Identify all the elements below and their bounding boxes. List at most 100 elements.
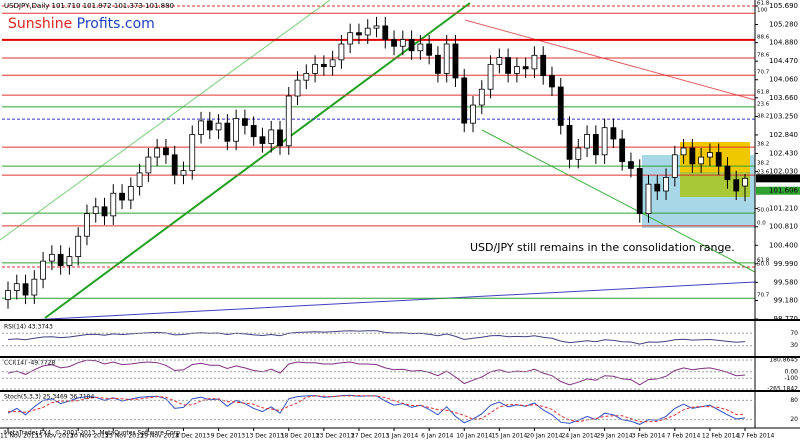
candle-body: [592, 134, 599, 156]
candle-body: [189, 134, 196, 172]
x-tick-label: 17 Feb 2014: [737, 433, 775, 440]
candle-body: [373, 25, 380, 29]
x-tick-label: 23 Dec 2013: [316, 433, 355, 440]
candle-body: [733, 179, 740, 192]
fib-level-label: 50.0: [757, 261, 770, 267]
candle-body: [417, 43, 424, 52]
fib-level-label: 70.7: [757, 293, 770, 299]
candle-body: [689, 147, 696, 165]
last-price-box: [756, 174, 800, 183]
candle-body: [549, 75, 555, 88]
y-tick-label: 98.770: [774, 315, 799, 323]
pane-title: CCI(14) -49.7728: [4, 360, 56, 367]
candle-body: [505, 57, 512, 74]
candle-body: [110, 192, 117, 217]
candle-body: [742, 177, 748, 187]
y-tick-label: 0.00: [785, 368, 799, 375]
y-tick-label: 100.400: [769, 241, 798, 249]
candle-body: [610, 127, 617, 140]
candle-body: [601, 127, 608, 156]
candle-body: [48, 253, 55, 262]
x-tick-label: 6 Jan 2014: [421, 433, 453, 440]
candle-body: [75, 235, 82, 257]
candle-body: [329, 59, 336, 68]
logo: Sunshine Profits.com: [8, 16, 155, 32]
y-tick-label: 105.280: [769, 21, 798, 29]
candle-body: [531, 54, 538, 70]
trend-line: [464, 19, 756, 101]
candle-body: [575, 147, 582, 160]
x-tick-label: 25 Nov 2013: [105, 433, 144, 440]
indicator-line: [8, 395, 746, 423]
candle-body: [566, 125, 573, 160]
fib-level-label: 23.6: [757, 101, 770, 107]
x-tick-label: 27 Dec 2013: [351, 433, 390, 440]
x-tick-label: 9 Dec 2013: [211, 433, 246, 440]
y-tick-label: 99.180: [774, 296, 799, 304]
candle-body: [154, 147, 161, 158]
candle-body: [356, 32, 362, 36]
trend-line: [44, 2, 471, 319]
x-tick-label: 15 Jan 2014: [491, 433, 527, 440]
candle-body: [277, 129, 283, 147]
marked-price-label: 101.606: [769, 187, 798, 195]
y-tick-label: 20: [790, 416, 798, 423]
y-tick-label: 100.810: [769, 223, 798, 231]
candle-body: [426, 43, 433, 56]
candle-body: [312, 63, 318, 74]
y-tick-label: 105.690: [769, 2, 798, 10]
candle-body: [215, 122, 222, 131]
pane-title: Stoch(5,3,3) 25.3469 36.7104: [4, 394, 95, 401]
fib-level-label: 38.2: [757, 142, 769, 148]
y-tick-label: 70: [790, 330, 798, 337]
pane-title: RSI(14) 43.3743: [4, 324, 53, 331]
candle-body: [119, 192, 125, 201]
candle-body: [391, 39, 397, 47]
candle-body: [540, 54, 547, 77]
footer: MetaTrader FX4, © 2001-2013, MetaQuotes …: [4, 430, 182, 437]
candle-body: [663, 177, 669, 192]
y-tick-label: 104.880: [769, 39, 798, 47]
x-tick-label: 10 Jan 2014: [456, 433, 492, 440]
candle-body: [671, 154, 678, 178]
indicator-line: [7, 359, 746, 386]
candle-body: [198, 120, 204, 135]
candle-body: [136, 172, 143, 187]
candle-body: [408, 39, 415, 52]
y-tick-label: 103.250: [769, 112, 798, 120]
candle-body: [57, 253, 64, 267]
candle-body: [435, 54, 441, 74]
candle-body: [443, 43, 450, 74]
fib-level-label: 100: [757, 8, 768, 14]
candle-body: [294, 79, 301, 97]
candle-body: [13, 283, 20, 291]
candle-body: [619, 138, 626, 162]
candle-body: [680, 147, 687, 156]
candle-body: [206, 120, 213, 131]
candle-body: [470, 104, 476, 124]
y-tick-label: 101.210: [769, 205, 798, 213]
x-tick-label: 24 Jan 2014: [562, 433, 598, 440]
x-tick-label: 15 Nov 2013: [35, 433, 74, 440]
candle-body: [66, 256, 73, 267]
y-tick-label: 102.430: [769, 149, 798, 157]
candle-body: [84, 213, 90, 237]
candle-body: [101, 206, 108, 217]
candle-body: [496, 57, 503, 65]
candle-body: [241, 118, 248, 126]
candle-body: [171, 154, 178, 176]
candle-body: [303, 72, 310, 81]
candle-body: [92, 206, 99, 215]
marked-price-box: [756, 186, 800, 195]
candle-body: [628, 161, 634, 169]
fib-level-label: 0.0: [757, 220, 766, 226]
candle-body: [584, 134, 590, 149]
x-tick-label: 20 Nov 2013: [70, 433, 109, 440]
fib-level-label: 61.8: [757, 1, 770, 7]
candle-body: [163, 147, 169, 156]
fib-level-label: 78.6: [757, 53, 770, 59]
x-tick-label: 18 Dec 2013: [281, 433, 320, 440]
y-tick-label: -100: [784, 375, 798, 382]
candle-body: [320, 63, 327, 68]
